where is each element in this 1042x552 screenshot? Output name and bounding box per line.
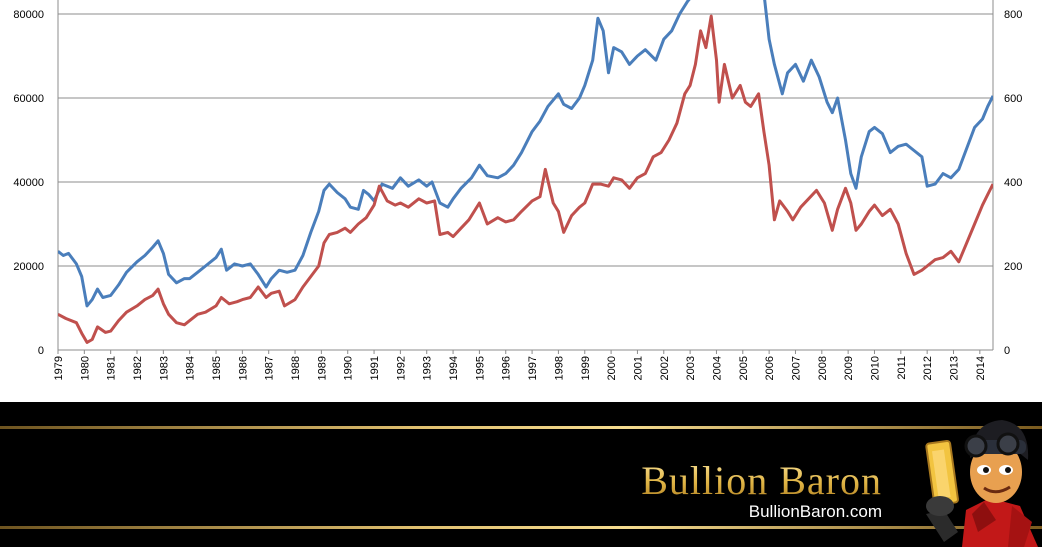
y-right-tick-200: 200 [1004,261,1022,273]
x-tick-2011: 2011 [896,356,908,380]
x-tick-2001: 2001 [632,356,644,380]
x-tick-2004: 2004 [711,356,723,380]
brand-url-link[interactable]: BullionBaron.com [748,502,882,521]
baron-mascot-icon [892,402,1042,547]
y-left-tick-80000: 80000 [13,9,44,21]
x-tick-1992: 1992 [395,356,407,380]
x-tick-1994: 1994 [448,356,460,380]
y-left-tick-60000: 60000 [13,93,44,105]
x-tick-1981: 1981 [106,356,118,380]
x-tick-1988: 1988 [290,356,302,380]
x-tick-1990: 1990 [343,356,355,380]
series-line-1 [58,0,993,308]
x-tick-2007: 2007 [790,356,802,380]
x-tick-1989: 1989 [316,356,328,380]
y-left-tick-40000: 40000 [13,177,44,189]
y-left-tick-0: 0 [38,345,44,357]
x-tick-2008: 2008 [817,356,829,380]
x-tick-1979: 1979 [53,356,65,380]
x-tick-2013: 2013 [948,356,960,380]
x-tick-1980: 1980 [79,356,91,380]
brand-name: Bullion Baron [641,458,882,503]
x-tick-1995: 1995 [474,356,486,380]
y-right-tick-400: 400 [1004,177,1022,189]
brand-block: Bullion Baron BullionBaron.com [641,457,882,522]
x-tick-2002: 2002 [659,356,671,380]
banner-gold-rule-bottom [0,526,1042,529]
y-right-tick-800: 800 [1004,9,1022,21]
x-tick-2012: 2012 [922,356,934,380]
x-tick-1998: 1998 [553,356,565,380]
x-tick-2000: 2000 [606,356,618,380]
line-chart: 0 20000 40000 60000 80000 0 200 400 600 800 1979 19… [13,0,1022,380]
x-tick-2005: 2005 [738,356,750,380]
x-tick-1997: 1997 [527,356,539,380]
tick-labels: 0 20000 40000 60000 80000 0 200 400 600 800 1979 19… [13,9,1022,380]
x-tick-1982: 1982 [132,356,144,380]
x-tick-2010: 2010 [869,356,881,380]
y-right-tick-600: 600 [1004,93,1022,105]
x-tick-1993: 1993 [422,356,434,380]
x-tick-2006: 2006 [764,356,776,380]
x-tick-1983: 1983 [158,356,170,380]
x-tick-1985: 1985 [211,356,223,380]
x-tick-1991: 1991 [369,356,381,380]
x-tick-2003: 2003 [685,356,697,380]
y-right-tick-0: 0 [1004,345,1010,357]
series-line-2 [58,14,993,344]
x-tick-1996: 1996 [501,356,513,380]
x-tick-2014: 2014 [975,356,987,380]
x-tick-1986: 1986 [237,356,249,380]
x-tick-1984: 1984 [185,356,197,380]
x-tick-1999: 1999 [580,356,592,380]
axes [57,0,994,354]
brand-banner: Bullion Baron BullionBaron.com [0,402,1042,547]
y-left-tick-20000: 20000 [13,261,44,273]
chart-area: 0 20000 40000 60000 80000 0 200 400 600 800 1979 19… [13,0,1022,380]
x-tick-2009: 2009 [843,356,855,380]
banner-gold-rule-top [0,426,1042,429]
series-group [58,0,993,344]
x-tick-1987: 1987 [264,356,276,380]
